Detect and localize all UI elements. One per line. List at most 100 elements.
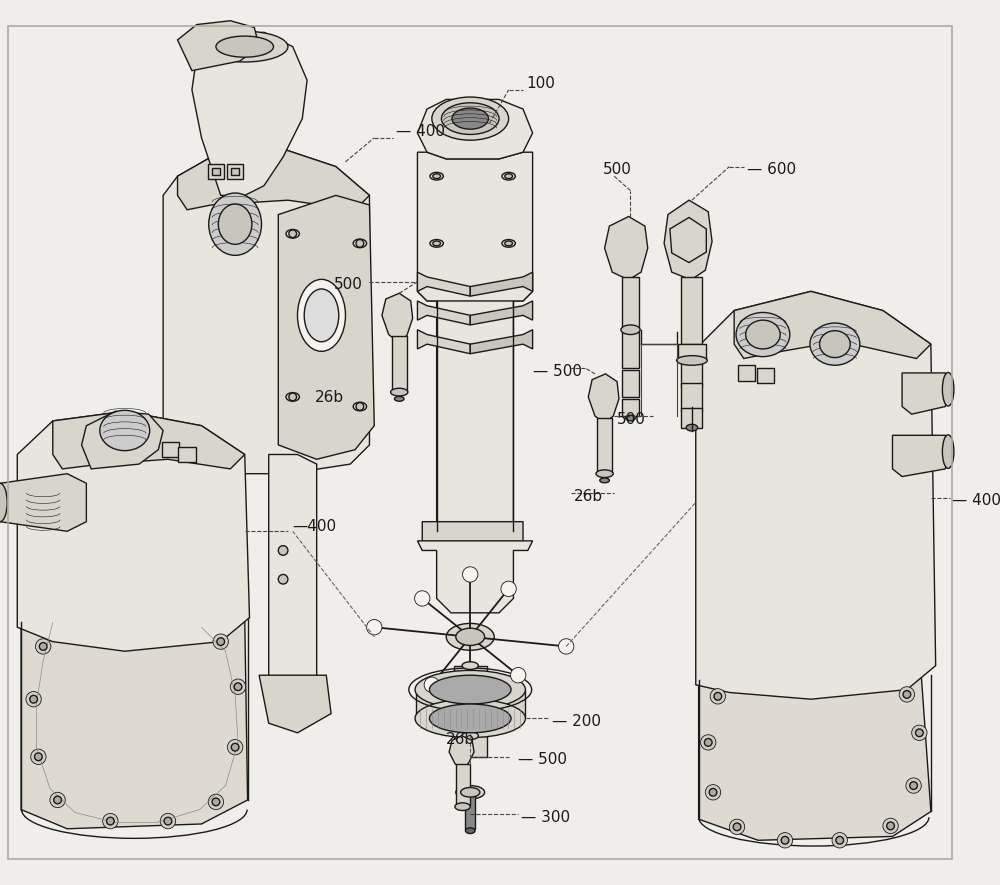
Ellipse shape <box>505 173 512 179</box>
Bar <box>678 344 706 360</box>
Polygon shape <box>664 200 712 280</box>
Ellipse shape <box>430 173 443 180</box>
Circle shape <box>278 546 288 555</box>
Circle shape <box>278 574 288 584</box>
Text: 26b: 26b <box>574 489 603 504</box>
Circle shape <box>906 778 921 793</box>
Polygon shape <box>178 148 369 210</box>
Polygon shape <box>417 541 533 612</box>
Bar <box>622 332 639 368</box>
Ellipse shape <box>502 173 515 180</box>
Circle shape <box>777 833 793 848</box>
Text: 500: 500 <box>617 412 646 427</box>
Circle shape <box>714 692 722 700</box>
Bar <box>212 167 220 175</box>
Ellipse shape <box>462 662 478 669</box>
Ellipse shape <box>446 623 494 650</box>
Circle shape <box>50 792 65 808</box>
Polygon shape <box>382 293 413 342</box>
Polygon shape <box>269 455 317 685</box>
Circle shape <box>54 796 61 804</box>
Ellipse shape <box>942 435 954 468</box>
Ellipse shape <box>452 108 488 129</box>
Ellipse shape <box>677 356 707 366</box>
Circle shape <box>511 667 526 683</box>
Bar <box>456 765 470 804</box>
Ellipse shape <box>596 470 613 478</box>
Polygon shape <box>163 148 369 473</box>
Ellipse shape <box>433 173 440 179</box>
Bar <box>681 409 702 427</box>
Text: — 500: — 500 <box>533 364 582 379</box>
Polygon shape <box>670 218 706 263</box>
Bar <box>681 347 702 388</box>
Circle shape <box>729 820 745 835</box>
Text: 26b: 26b <box>446 732 475 747</box>
Polygon shape <box>21 600 248 828</box>
Circle shape <box>701 735 716 750</box>
Polygon shape <box>422 521 523 550</box>
Circle shape <box>903 690 911 698</box>
Circle shape <box>213 634 228 650</box>
Polygon shape <box>892 435 950 476</box>
Bar <box>465 792 475 828</box>
Circle shape <box>217 638 225 645</box>
Ellipse shape <box>686 424 698 431</box>
Ellipse shape <box>462 732 478 740</box>
Ellipse shape <box>455 803 470 811</box>
Bar <box>622 277 639 330</box>
Ellipse shape <box>621 325 640 335</box>
Circle shape <box>30 696 37 703</box>
Circle shape <box>234 683 242 690</box>
Ellipse shape <box>353 239 367 248</box>
Circle shape <box>916 729 923 736</box>
Circle shape <box>212 798 220 805</box>
Polygon shape <box>417 330 470 354</box>
Circle shape <box>35 753 42 760</box>
Circle shape <box>356 403 364 411</box>
Ellipse shape <box>297 280 345 351</box>
Ellipse shape <box>456 628 485 645</box>
Circle shape <box>289 393 297 401</box>
Bar <box>416 689 525 719</box>
Polygon shape <box>699 658 931 840</box>
Circle shape <box>781 836 789 844</box>
Circle shape <box>415 591 430 606</box>
Bar <box>681 382 702 412</box>
Ellipse shape <box>429 704 511 733</box>
Polygon shape <box>417 273 470 296</box>
Text: 500: 500 <box>334 277 363 292</box>
Circle shape <box>208 794 224 810</box>
Bar <box>178 447 196 462</box>
Circle shape <box>883 819 898 834</box>
Circle shape <box>710 689 726 704</box>
Circle shape <box>164 817 172 825</box>
Polygon shape <box>470 273 533 296</box>
Bar <box>622 370 639 396</box>
Ellipse shape <box>209 193 262 256</box>
Bar <box>681 277 702 344</box>
Text: — 300: — 300 <box>521 810 570 825</box>
Ellipse shape <box>394 396 404 401</box>
Bar <box>208 164 224 179</box>
Circle shape <box>230 679 246 695</box>
Polygon shape <box>178 20 259 71</box>
Bar <box>597 418 612 473</box>
Circle shape <box>912 725 927 741</box>
Circle shape <box>26 691 41 707</box>
Ellipse shape <box>415 671 525 709</box>
Polygon shape <box>734 291 931 358</box>
Bar <box>454 709 487 733</box>
Bar <box>227 164 243 179</box>
Circle shape <box>910 781 917 789</box>
Polygon shape <box>53 412 245 469</box>
Polygon shape <box>417 301 470 325</box>
Ellipse shape <box>304 289 339 342</box>
Polygon shape <box>0 473 86 531</box>
Text: 100: 100 <box>526 76 555 91</box>
Ellipse shape <box>462 705 478 712</box>
Polygon shape <box>605 217 648 280</box>
Ellipse shape <box>430 240 443 247</box>
Bar <box>454 666 487 699</box>
Text: — 500: — 500 <box>518 752 567 767</box>
